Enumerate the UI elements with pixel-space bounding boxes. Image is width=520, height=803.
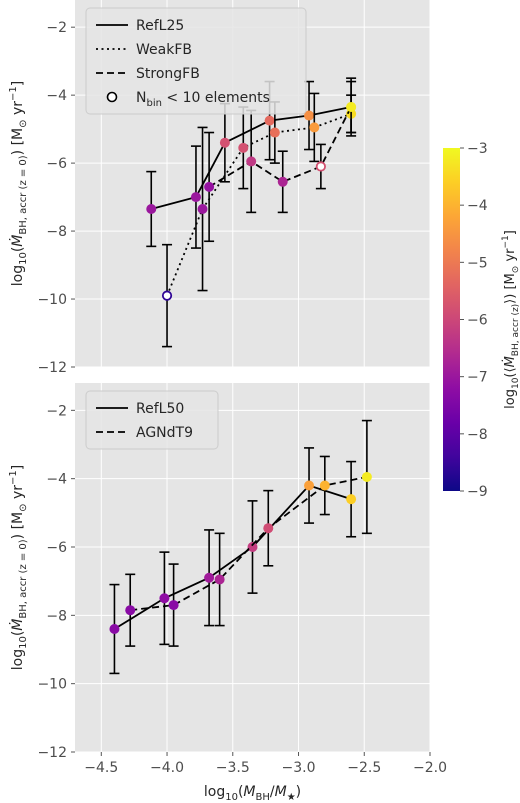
- panel-top: −2 −4 −6 −8 −10 −12 log10(ṀBH, accr (z = 0)) […: [8, 0, 431, 376]
- data-point: [168, 600, 179, 611]
- legend-marker-open: [106, 91, 118, 103]
- legend-box: [85, 7, 307, 115]
- legend: RefL50 AGNdT9: [85, 390, 219, 450]
- data-point: [204, 572, 215, 583]
- data-point: [146, 203, 157, 214]
- legend: RefL25 WeakFB StrongFB Nbin < 10 elements: [85, 7, 307, 115]
- colorbar-label: log10(⟨ṀBH, accr (z)⟩) [M⊙ yr−1]: [501, 230, 520, 409]
- data-point: [346, 102, 357, 113]
- x-tick-label: −4.5: [84, 760, 118, 776]
- y-tick-label: −6: [46, 540, 67, 556]
- x-axis-label: log10(MBH/M★): [204, 784, 301, 803]
- data-point: [125, 605, 136, 616]
- legend-label: AGNdT9: [136, 425, 193, 441]
- data-point: [304, 110, 315, 121]
- x-tick-label: −3.0: [282, 760, 316, 776]
- data-point: [269, 127, 280, 138]
- y-tick-label: −6: [46, 156, 67, 172]
- colorbar-tick-label: −4: [467, 198, 488, 214]
- data-point: [277, 176, 288, 187]
- data-point: [214, 574, 225, 585]
- data-point: [197, 203, 208, 214]
- data-point: [159, 593, 170, 604]
- colorbar-fill: [443, 148, 460, 491]
- x-tick-label: −4.0: [150, 760, 184, 776]
- y-tick-label: −4: [46, 472, 67, 488]
- legend-label: WeakFB: [136, 42, 192, 58]
- y-axis-label: log10(ṀBH, accr (z = 0)) [M⊙ yr−1]: [8, 81, 29, 287]
- data-point: [309, 122, 320, 133]
- data-point: [264, 115, 275, 126]
- data-point: [109, 624, 120, 634]
- data-point: [190, 192, 201, 203]
- y-tick-label: −8: [46, 608, 67, 624]
- series-line-RefL50: [113, 484, 352, 630]
- y-tick-label: −10: [37, 677, 67, 693]
- data-point: [247, 542, 258, 552]
- series-AGNdT9: [125, 419, 372, 647]
- series-line-WeakFB: [166, 112, 352, 296]
- colorbar-tick-label: −8: [467, 427, 488, 443]
- data-point: [346, 494, 357, 505]
- y-tick-label: −8: [46, 224, 67, 240]
- legend-box: [85, 390, 219, 450]
- data-point: [238, 142, 249, 153]
- data-point: [219, 137, 230, 148]
- colorbar-tick-label: −9: [467, 484, 488, 500]
- data-point: [304, 480, 315, 491]
- legend-label: StrongFB: [136, 66, 200, 82]
- x-tick-label: −2.0: [413, 760, 447, 776]
- legend-label: RefL25: [136, 18, 184, 34]
- data-point: [246, 156, 257, 167]
- series-line-RefL25: [151, 106, 352, 210]
- colorbar-tick-label: −3: [467, 141, 488, 157]
- y-tick-label: −2: [46, 20, 67, 36]
- data-point: [263, 523, 274, 534]
- legend-label: Nbin < 10 elements: [136, 90, 270, 109]
- colorbar-tick-label: −6: [467, 313, 488, 329]
- data-point-open: [315, 161, 326, 172]
- x-tick-label: −3.5: [216, 760, 250, 776]
- y-tick-label: −4: [46, 88, 67, 104]
- legend-label: RefL50: [136, 401, 184, 417]
- y-axis-label: log10(ṀBH, accr (z = 0)) [M⊙ yr−1]: [8, 465, 29, 671]
- data-point-open: [161, 290, 173, 301]
- y-tick-label: −10: [37, 292, 67, 308]
- y-tick-label: −2: [46, 403, 67, 419]
- data-point: [319, 480, 330, 491]
- colorbar: −3 −4 −5 −6 −7 −8 −9 log10(⟨ṀBH, accr (z)⟩) [M⊙…: [443, 141, 520, 500]
- data-point: [361, 471, 372, 482]
- y-tick-label: −12: [37, 360, 67, 376]
- colorbar-tick-label: −5: [467, 255, 488, 271]
- x-tick-label: −2.5: [347, 760, 381, 776]
- data-point: [204, 181, 215, 192]
- series-line-AGNdT9: [130, 476, 368, 612]
- colorbar-tick-label: −7: [467, 370, 488, 386]
- panel-bottom: −2 −4 −6 −8 −10 −12 −4.5 −4.0 −3.5 −3.0 −2.5 −2.0 lo…: [8, 383, 447, 776]
- series-StrongFB: [204, 80, 357, 243]
- series-RefL50: [109, 447, 357, 675]
- y-tick-label: −12: [37, 745, 67, 761]
